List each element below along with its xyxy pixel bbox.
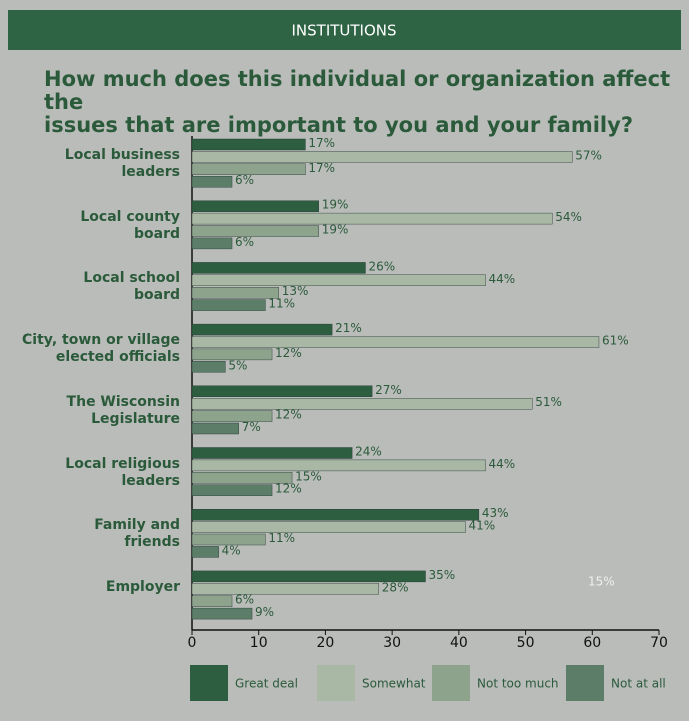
value-label: 15% bbox=[295, 469, 322, 483]
value-label: 12% bbox=[275, 482, 302, 496]
category-label: Family and friends bbox=[94, 517, 180, 551]
x-tick-label: 30 bbox=[383, 635, 401, 651]
bar bbox=[191, 607, 253, 620]
value-label: 12% bbox=[275, 408, 302, 422]
value-label: 5% bbox=[228, 358, 247, 372]
bar bbox=[191, 225, 319, 237]
x-tick-label: 70 bbox=[650, 635, 668, 651]
x-tick-label: 50 bbox=[517, 635, 535, 651]
value-label: 19% bbox=[322, 198, 349, 212]
x-tick-label: 40 bbox=[450, 635, 468, 651]
bar bbox=[191, 336, 600, 348]
bar bbox=[191, 237, 233, 250]
bar bbox=[191, 200, 319, 212]
value-label: 17% bbox=[308, 161, 335, 175]
value-label: 12% bbox=[275, 346, 302, 360]
bar bbox=[191, 163, 306, 176]
value-label: 13% bbox=[282, 284, 309, 298]
value-label: 26% bbox=[368, 259, 395, 273]
bar bbox=[191, 472, 293, 484]
bar bbox=[191, 361, 226, 373]
bar bbox=[191, 570, 426, 583]
bar bbox=[191, 509, 480, 521]
legend-label: Somewhat bbox=[362, 677, 426, 691]
bar bbox=[191, 138, 306, 151]
bar bbox=[191, 422, 239, 435]
value-label: 6% bbox=[235, 593, 254, 607]
value-label: 7% bbox=[242, 420, 261, 434]
annotation: 15% bbox=[588, 575, 615, 589]
legend-swatch bbox=[190, 665, 228, 701]
value-label: 21% bbox=[335, 321, 362, 335]
value-label: 11% bbox=[268, 297, 295, 311]
bar bbox=[191, 484, 273, 496]
bar bbox=[191, 385, 373, 397]
bar bbox=[191, 323, 333, 336]
category-label: City, town or village elected officials bbox=[22, 332, 180, 366]
value-label: 17% bbox=[308, 136, 335, 150]
x-tick-label: 60 bbox=[583, 635, 601, 651]
value-label: 11% bbox=[268, 531, 295, 545]
category-label: Local business leaders bbox=[64, 147, 180, 180]
value-label: 4% bbox=[222, 543, 241, 557]
bar bbox=[191, 595, 233, 607]
category-label: The Wisconsin Legislature bbox=[66, 393, 180, 427]
value-label: 43% bbox=[482, 506, 509, 520]
chart-title: How much does this individual or organiz… bbox=[44, 67, 671, 137]
bar bbox=[191, 398, 533, 410]
x-tick-label: 0 bbox=[188, 635, 197, 651]
legend-label: Not at all bbox=[611, 677, 666, 691]
bar bbox=[191, 175, 233, 188]
category-label: Local religious leaders bbox=[65, 455, 180, 489]
bar bbox=[191, 546, 219, 558]
legend-swatch bbox=[432, 665, 470, 701]
x-tick-label: 10 bbox=[250, 635, 268, 651]
value-label: 44% bbox=[489, 272, 516, 286]
value-label: 6% bbox=[235, 235, 254, 249]
value-label: 61% bbox=[602, 334, 629, 348]
bar bbox=[191, 287, 279, 299]
value-label: 54% bbox=[555, 210, 582, 224]
bar bbox=[191, 447, 353, 459]
bar bbox=[191, 410, 273, 422]
value-label: 24% bbox=[355, 445, 382, 459]
bar bbox=[191, 348, 273, 361]
bar bbox=[191, 274, 486, 286]
value-label: 41% bbox=[469, 519, 496, 533]
value-label: 28% bbox=[382, 580, 409, 594]
x-tick-label: 20 bbox=[317, 635, 335, 651]
legend-swatch bbox=[317, 665, 355, 701]
value-label: 57% bbox=[575, 148, 602, 162]
bar bbox=[191, 212, 553, 225]
bar bbox=[191, 533, 266, 546]
bar bbox=[191, 151, 573, 163]
value-label: 44% bbox=[489, 457, 516, 471]
value-label: 9% bbox=[255, 605, 274, 619]
header: INSTITUTIONS bbox=[291, 22, 396, 40]
legend-label: Not too much bbox=[477, 677, 559, 691]
header-band bbox=[8, 10, 681, 50]
value-label: 6% bbox=[235, 173, 254, 187]
category-label: Employer bbox=[105, 578, 180, 595]
value-label: 35% bbox=[429, 568, 456, 582]
bar bbox=[191, 459, 486, 472]
value-label: 51% bbox=[535, 395, 562, 409]
bar bbox=[191, 583, 380, 595]
value-label: 19% bbox=[322, 223, 349, 237]
bar bbox=[191, 262, 366, 274]
bar bbox=[191, 299, 266, 311]
value-label: 27% bbox=[375, 383, 402, 397]
category-label: Local school board bbox=[83, 270, 180, 304]
legend-label: Great deal bbox=[235, 677, 298, 691]
legend-swatch bbox=[566, 665, 604, 701]
category-label: Local county board bbox=[80, 208, 180, 242]
bar bbox=[191, 521, 466, 533]
